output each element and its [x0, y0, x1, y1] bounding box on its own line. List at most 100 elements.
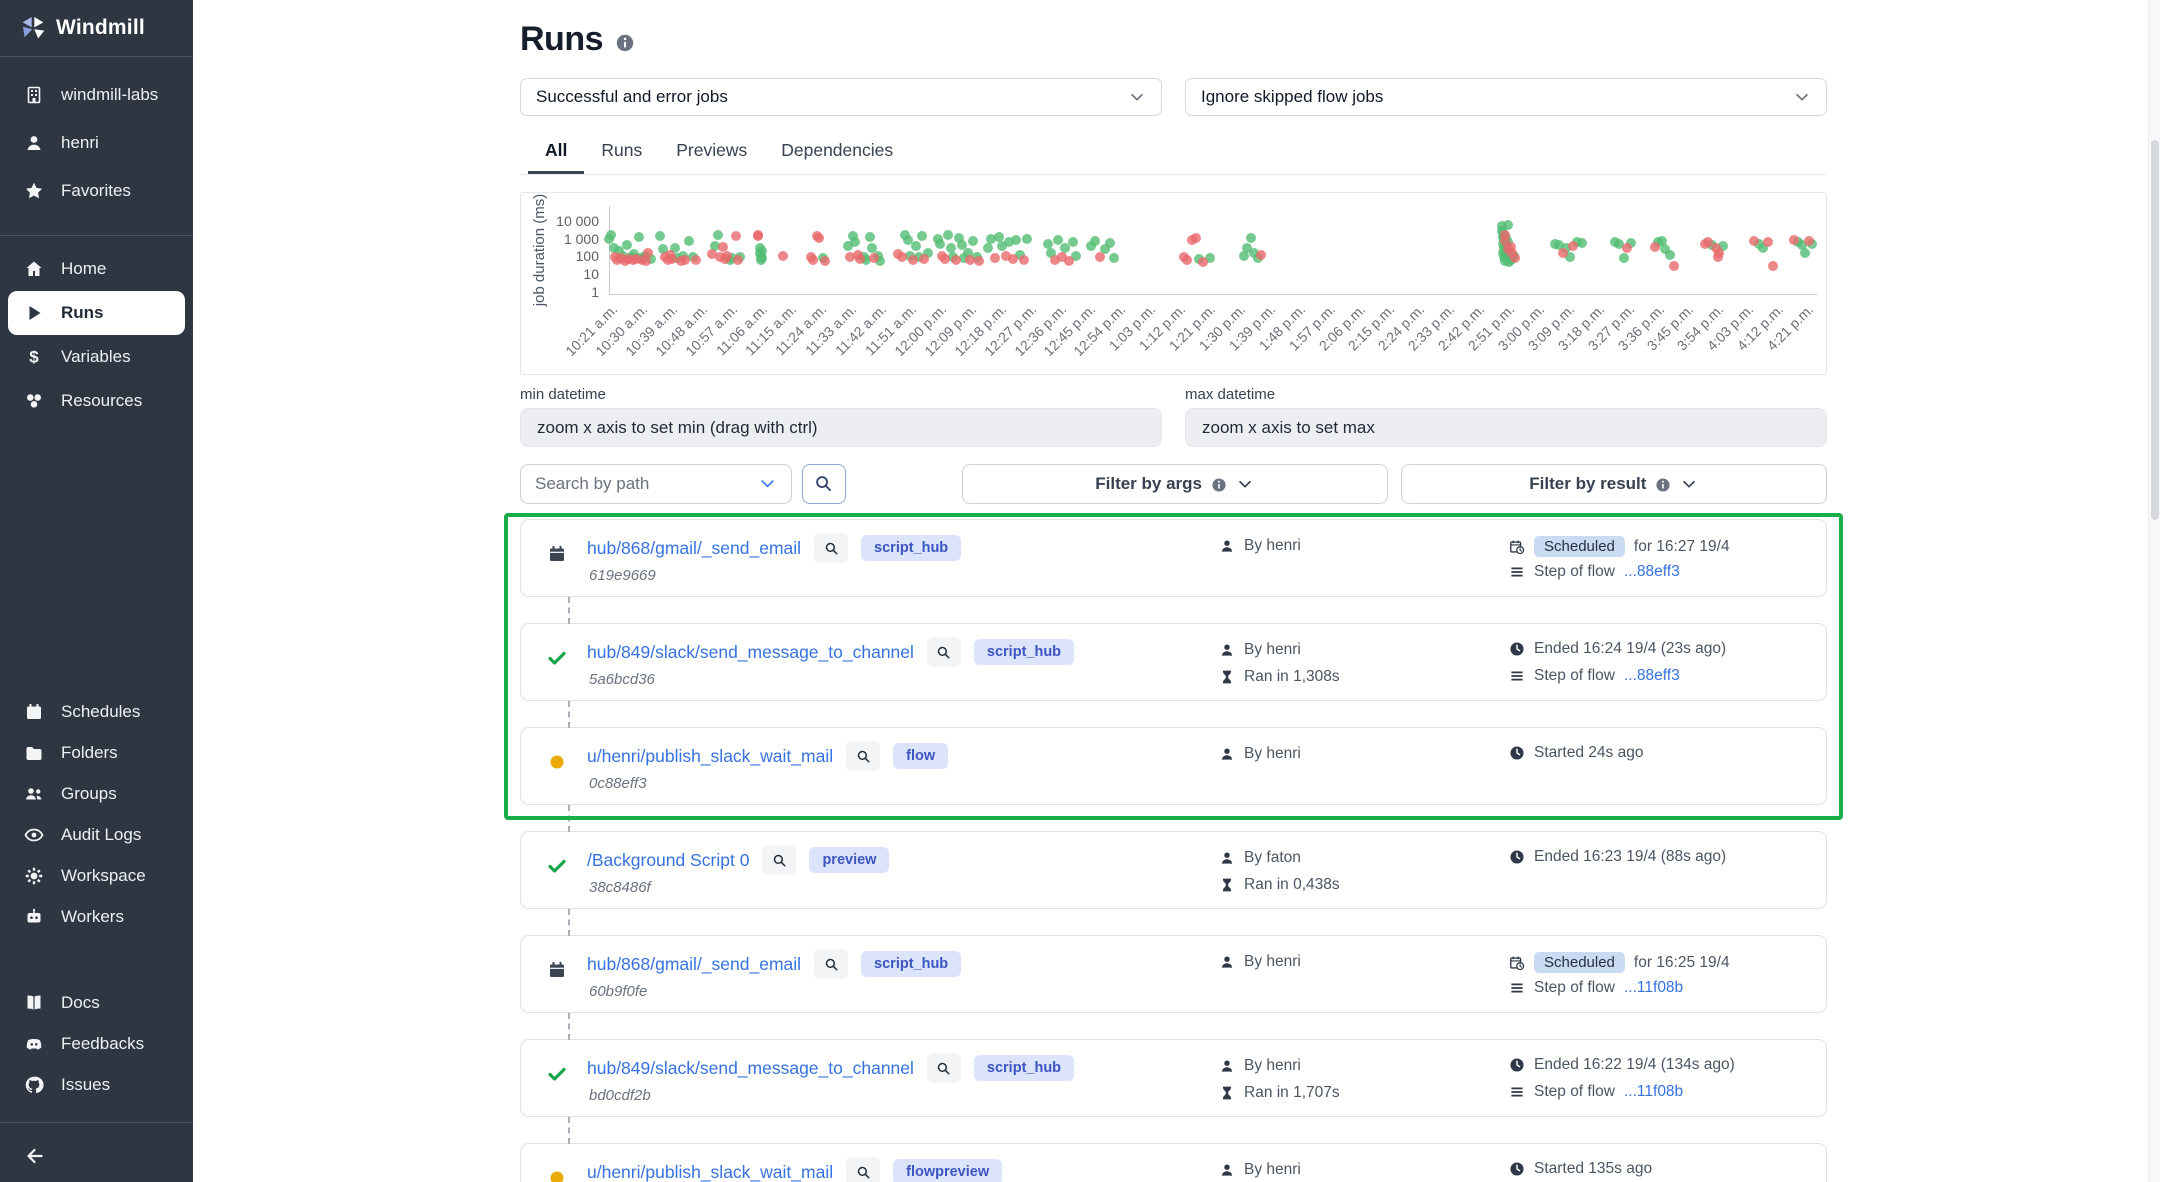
- job-dot-error[interactable]: [974, 255, 985, 266]
- job-dot-error[interactable]: [1803, 236, 1814, 247]
- job-dot-error[interactable]: [1007, 254, 1018, 265]
- job-dot-error[interactable]: [722, 251, 733, 262]
- run-path-link[interactable]: hub/868/gmail/_send_email: [587, 953, 802, 974]
- job-dot-error[interactable]: [1712, 252, 1723, 263]
- sidebar-item-folders[interactable]: Folders: [0, 732, 193, 773]
- job-dot-error[interactable]: [1568, 240, 1579, 251]
- job-dot-error[interactable]: [1668, 260, 1679, 271]
- tab-runs[interactable]: Runs: [601, 140, 643, 160]
- job-dot-success[interactable]: [850, 236, 861, 247]
- job-dot-success[interactable]: [943, 230, 954, 241]
- job-dot-success[interactable]: [669, 242, 680, 253]
- job-dot-error[interactable]: [631, 253, 642, 264]
- job-dot-success[interactable]: [911, 240, 922, 251]
- run-search-button[interactable]: [814, 949, 849, 979]
- job-dot-success[interactable]: [1060, 242, 1071, 253]
- job-dot-success[interactable]: [913, 252, 924, 263]
- job-dot-success[interactable]: [1090, 236, 1101, 247]
- job-dot-error[interactable]: [814, 232, 825, 243]
- job-dot-success[interactable]: [935, 238, 945, 249]
- job-dot-success[interactable]: [1245, 233, 1256, 244]
- run-path-link[interactable]: hub/868/gmail/_send_email: [587, 537, 802, 558]
- scrollbar-thumb[interactable]: [2151, 140, 2159, 520]
- job-dot-success[interactable]: [1109, 253, 1120, 264]
- job-dot-success[interactable]: [986, 234, 997, 245]
- flow-link[interactable]: ...11f08b: [1624, 979, 1684, 996]
- job-dot-success[interactable]: [756, 253, 767, 264]
- job-dot-error[interactable]: [643, 247, 654, 258]
- job-dot-error[interactable]: [1703, 237, 1714, 248]
- job-dot-success[interactable]: [962, 248, 973, 259]
- search-by-path-input[interactable]: Search by path: [520, 463, 792, 504]
- job-dot-success[interactable]: [958, 253, 969, 264]
- job-dot-error[interactable]: [641, 255, 652, 266]
- job-dot-success[interactable]: [1502, 219, 1513, 230]
- run-search-button[interactable]: [926, 1053, 961, 1083]
- job-dot-error[interactable]: [1748, 236, 1759, 247]
- job-dot-error[interactable]: [1509, 253, 1520, 264]
- job-dot-success[interactable]: [727, 252, 738, 263]
- sidebar-item-variables[interactable]: $ Variables: [0, 335, 193, 379]
- job-dot-success[interactable]: [1242, 242, 1253, 253]
- sidebar-item-runs[interactable]: Runs: [8, 291, 185, 335]
- job-dot-success[interactable]: [866, 242, 877, 253]
- job-dot-success[interactable]: [1011, 234, 1022, 245]
- job-dot-success[interactable]: [917, 231, 928, 242]
- run-row[interactable]: hub/849/slack/send_message_to_channel sc…: [520, 1013, 1827, 1117]
- run-search-button[interactable]: [926, 637, 961, 667]
- run-search-button[interactable]: [762, 845, 797, 875]
- job-dot-success[interactable]: [621, 239, 632, 250]
- job-dot-error[interactable]: [1557, 248, 1568, 259]
- sidebar-item-favorites[interactable]: Favorites: [0, 167, 193, 215]
- job-dot-success[interactable]: [843, 240, 853, 251]
- job-dot-error[interactable]: [753, 231, 764, 242]
- job-dot-success[interactable]: [1071, 251, 1082, 262]
- skip-flow-select[interactable]: Ignore skipped flow jobs: [1185, 78, 1827, 116]
- job-dot-error[interactable]: [1049, 255, 1060, 266]
- job-dot-success[interactable]: [1758, 242, 1769, 253]
- run-row[interactable]: u/henri/publish_slack_wait_mail flowprev…: [520, 1117, 1827, 1182]
- job-dot-error[interactable]: [939, 254, 950, 265]
- run-search-button[interactable]: [846, 1157, 881, 1182]
- job-dot-success[interactable]: [923, 248, 934, 259]
- job-dot-success[interactable]: [606, 230, 617, 241]
- job-dot-success[interactable]: [1717, 240, 1728, 251]
- sidebar-item-groups[interactable]: Groups: [0, 773, 193, 814]
- job-kind-select[interactable]: Successful and error jobs: [520, 78, 1162, 116]
- job-dot-error[interactable]: [1197, 257, 1208, 268]
- sidebar-item-issues[interactable]: Issues: [0, 1064, 193, 1105]
- filter-by-result-button[interactable]: Filter by result: [1400, 463, 1827, 504]
- job-dot-error[interactable]: [1710, 242, 1721, 253]
- job-dot-success[interactable]: [1042, 238, 1053, 249]
- run-search-button[interactable]: [846, 741, 881, 771]
- job-dot-success[interactable]: [1496, 220, 1507, 231]
- job-dot-success[interactable]: [954, 232, 965, 243]
- job-dot-error[interactable]: [896, 252, 907, 263]
- job-dot-error[interactable]: [950, 255, 961, 266]
- run-path-link[interactable]: u/henri/publish_slack_wait_mail: [587, 1161, 834, 1182]
- job-dot-success[interactable]: [864, 232, 875, 243]
- job-dot-error[interactable]: [907, 254, 918, 265]
- job-dot-error[interactable]: [706, 249, 717, 260]
- job-dot-error[interactable]: [1190, 233, 1201, 244]
- job-dot-success[interactable]: [993, 232, 1004, 243]
- job-dot-success[interactable]: [1618, 253, 1629, 264]
- job-dot-error[interactable]: [717, 241, 728, 252]
- job-dot-error[interactable]: [778, 251, 789, 262]
- job-dot-success[interactable]: [1800, 248, 1811, 259]
- user-menu[interactable]: henri: [0, 119, 193, 167]
- job-dot-success[interactable]: [1660, 244, 1671, 255]
- job-dot-success[interactable]: [1656, 236, 1667, 247]
- job-dot-error[interactable]: [730, 230, 741, 241]
- job-duration-chart[interactable]: job duration (ms) 10 000 1 000 100 10 1 10:2…: [520, 192, 1827, 375]
- job-dot-error[interactable]: [1789, 235, 1800, 246]
- job-dot-error[interactable]: [919, 254, 930, 265]
- job-dot-error[interactable]: [1095, 252, 1106, 263]
- workspace-switcher[interactable]: windmill-labs: [0, 71, 193, 119]
- sidebar-item-workers[interactable]: Workers: [0, 896, 193, 937]
- job-dot-success[interactable]: [633, 232, 644, 243]
- job-dot-error[interactable]: [1622, 242, 1633, 253]
- job-dot-success[interactable]: [1085, 240, 1096, 251]
- filter-by-args-button[interactable]: Filter by args: [961, 463, 1388, 504]
- job-dot-success[interactable]: [1238, 251, 1249, 262]
